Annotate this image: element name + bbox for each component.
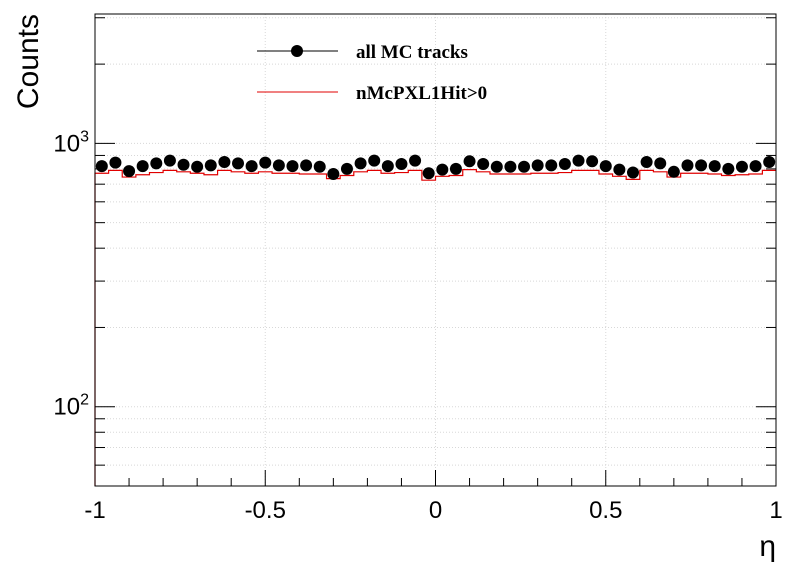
all-mc-tracks-point [327,168,340,181]
all-mc-tracks-point [340,162,353,175]
x-tick-label: -0.5 [245,497,286,524]
x-tick-label: -1 [84,497,105,524]
all-mc-tracks-point [531,159,544,172]
legend-pxl-label: nMcPXL1Hit>0 [356,83,487,104]
legend-all-mc-label: all MC tracks [356,42,468,63]
y-tick-label-exponent: 3 [80,128,89,145]
all-mc-tracks-point [150,157,163,170]
all-mc-tracks-point [749,160,762,173]
all-mc-tracks-point [463,155,476,168]
all-mc-tracks-point [422,167,435,180]
all-mc-tracks-point [640,155,653,168]
x-axis-title: η [759,530,776,563]
all-mc-tracks-point [599,160,612,173]
all-mc-tracks-point [136,160,149,173]
all-mc-tracks-point [708,160,721,173]
all-mc-tracks-point [245,160,258,173]
all-mc-tracks-point [286,160,299,173]
all-mc-tracks-point [504,160,517,173]
all-mc-tracks-point [218,155,231,168]
all-mc-tracks-point [354,157,367,170]
y-tick-label-base: 10 [53,130,80,157]
all-mc-tracks-point [518,160,531,173]
all-mc-tracks-point [95,160,108,173]
all-mc-tracks-point [763,155,776,168]
all-mc-tracks-point [109,156,122,169]
all-mc-tracks-point [613,163,626,176]
all-mc-tracks-point [681,159,694,172]
all-mc-tracks-point [572,154,585,167]
y-tick-label-exponent: 2 [80,392,89,409]
all-mc-tracks-point [586,155,599,168]
all-mc-tracks-point [436,163,449,176]
nmcpxl1hit-step-line [94,169,776,486]
all-mc-tracks-point [368,154,381,167]
step-series [94,169,776,486]
all-mc-tracks-point [177,158,190,171]
axis-ticks [94,17,777,487]
all-mc-tracks-point [191,160,204,173]
all-mc-tracks-point [381,160,394,173]
y-tick-label: 102 [53,392,89,421]
all-mc-tracks-point [654,157,667,170]
x-tick-label: 0 [429,497,442,524]
y-tick-label-base: 10 [53,394,80,421]
y-axis-title: Counts [12,14,45,109]
y-tick-label: 103 [53,128,89,157]
all-mc-tracks-point [163,154,176,167]
all-mc-tracks-point [735,160,748,173]
all-mc-tracks-point [272,159,285,172]
all-mc-tracks-point [232,157,245,170]
all-mc-tracks-point [449,162,462,175]
all-mc-tracks-point [259,156,272,169]
all-mc-tracks-point [722,162,735,175]
legend: all MC tracks nMcPXL1Hit>0 [257,42,487,104]
all-mc-tracks-point [204,159,217,172]
all-mc-tracks-point [300,159,313,172]
all-mc-tracks-point [395,158,408,171]
all-mc-tracks-point [695,159,708,172]
marker-series [95,154,776,181]
all-mc-tracks-point [123,165,136,178]
all-mc-tracks-point [477,158,490,171]
all-mc-tracks-point [490,160,503,173]
x-tick-label: 0.5 [589,497,622,524]
all-mc-tracks-point [667,165,680,178]
x-tick-label: 1 [769,497,782,524]
all-mc-tracks-point [313,160,326,173]
all-mc-tracks-point [558,158,571,171]
all-mc-tracks-point [409,154,422,167]
all-mc-tracks-point [545,159,558,172]
all-mc-tracks-point [626,166,639,179]
legend-all-mc-marker [291,45,303,57]
